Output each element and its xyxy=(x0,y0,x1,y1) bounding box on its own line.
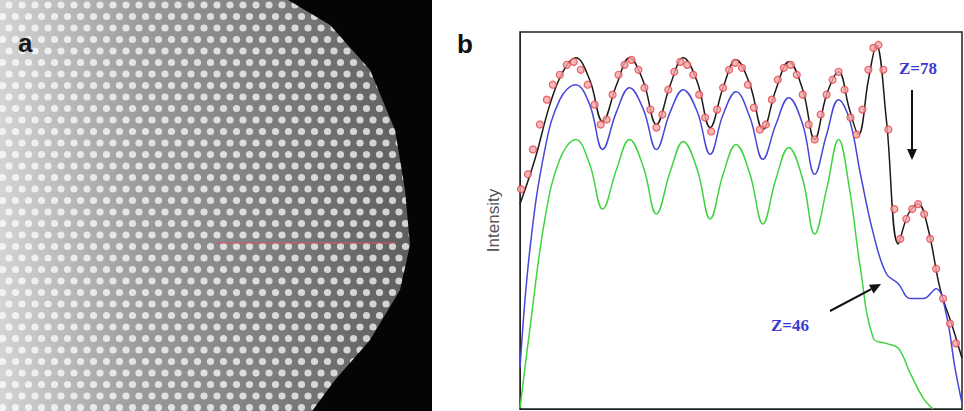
svg-text:a: a xyxy=(18,28,33,58)
svg-text:Z=46: Z=46 xyxy=(771,316,809,335)
svg-text:b: b xyxy=(457,29,473,59)
svg-text:Intensity: Intensity xyxy=(484,188,503,252)
svg-text:Z=78: Z=78 xyxy=(899,59,937,78)
